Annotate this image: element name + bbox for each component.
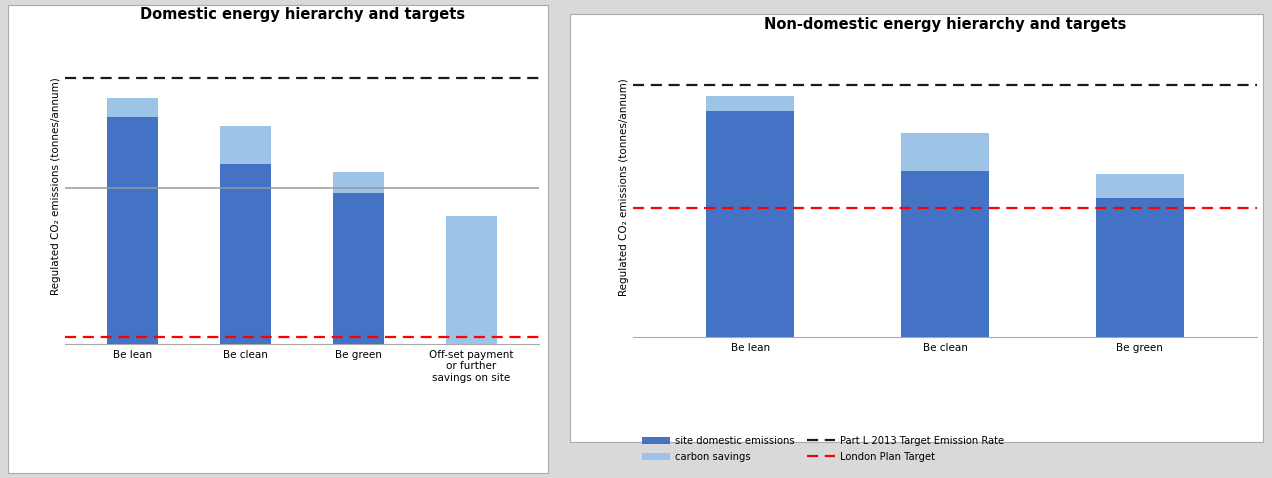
Bar	[706, 97, 794, 111]
Bar	[333, 172, 384, 193]
Bar	[706, 111, 794, 337]
Bar	[220, 127, 271, 164]
Legend: site domestic emissions, carbon savings, Part L 2013 Target Emission Rate, Londo: site domestic emissions, carbon savings,…	[639, 432, 1009, 466]
Bar	[902, 171, 988, 337]
Bar	[1096, 197, 1184, 337]
Bar	[333, 193, 384, 344]
Bar	[446, 217, 497, 344]
Bar	[1096, 174, 1184, 197]
Title: Domestic energy hierarchy and targets: Domestic energy hierarchy and targets	[140, 7, 464, 22]
Y-axis label: Regulated CO₂ emissions (tonnes/annum): Regulated CO₂ emissions (tonnes/annum)	[619, 79, 630, 296]
Bar	[902, 133, 988, 171]
Bar	[220, 164, 271, 344]
Bar	[107, 117, 158, 344]
Y-axis label: Regulated CO₂ emissions (tonnes/annum): Regulated CO₂ emissions (tonnes/annum)	[51, 77, 61, 295]
Bar	[107, 98, 158, 117]
Title: Non-domestic energy hierarchy and targets: Non-domestic energy hierarchy and target…	[764, 17, 1126, 32]
